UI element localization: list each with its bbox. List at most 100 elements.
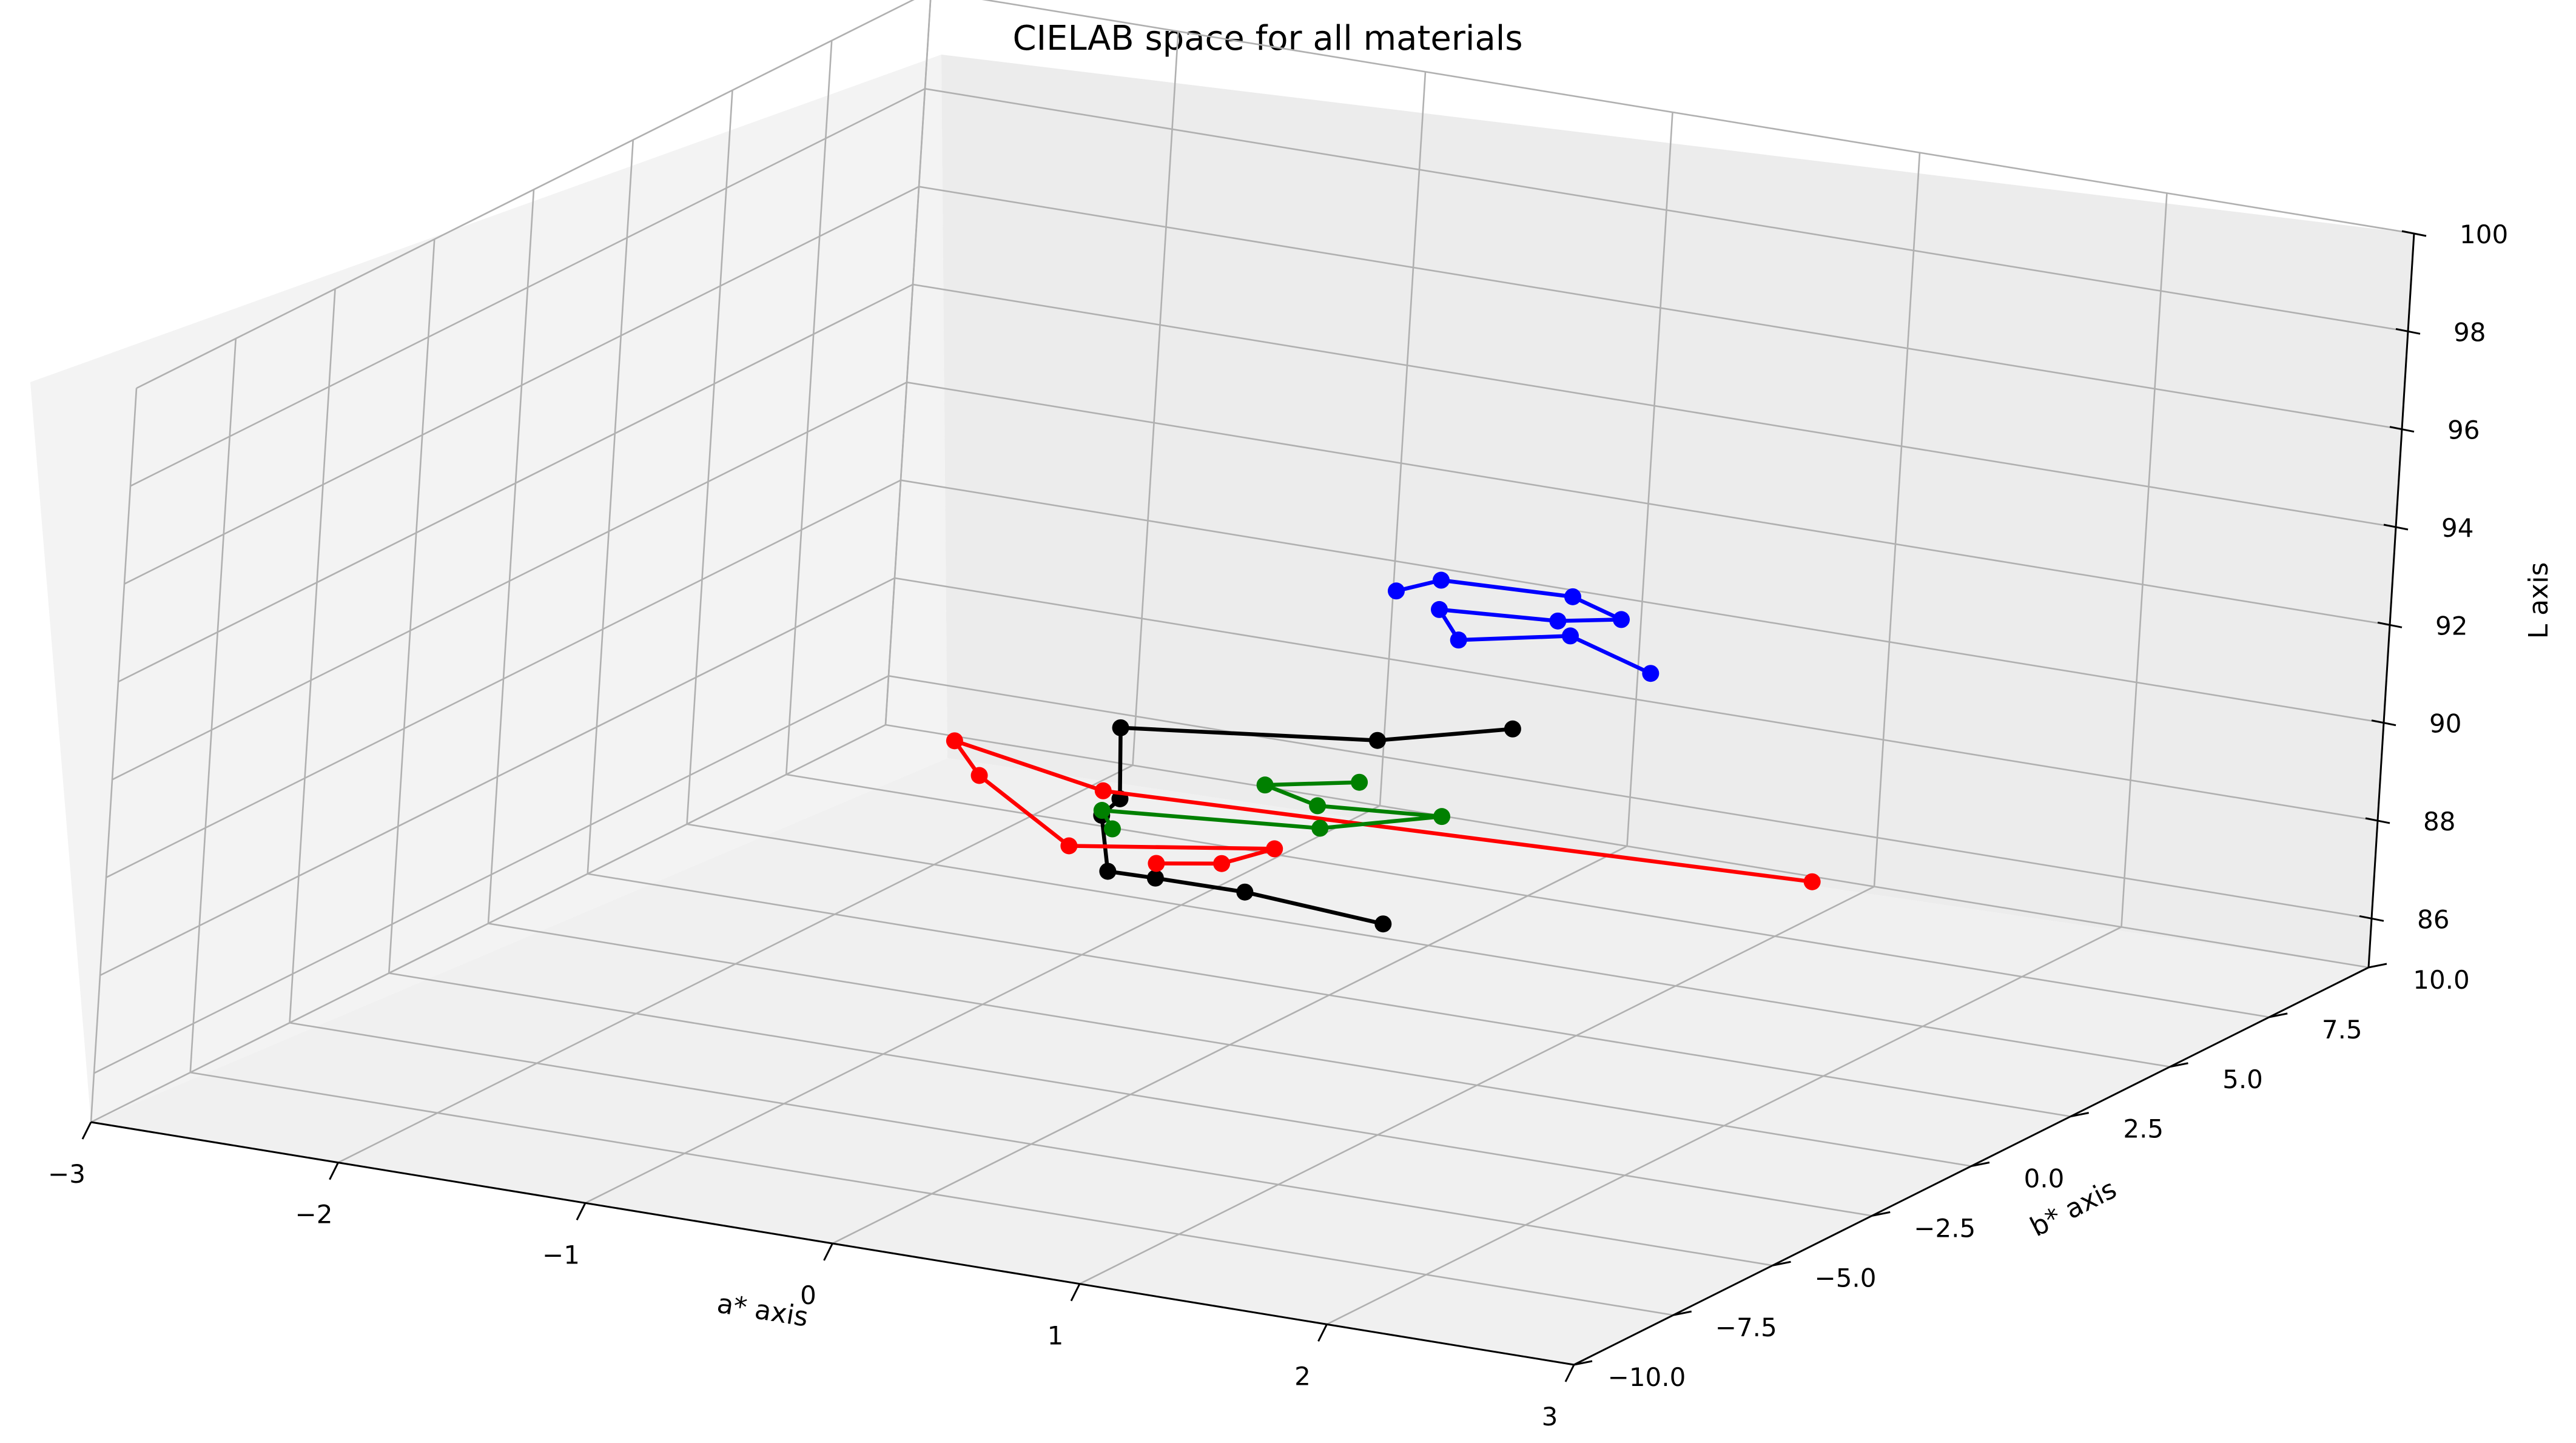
grid-line-wall-l: [136, 0, 915, 389]
z-tick: [2365, 817, 2390, 824]
data-point: [1093, 802, 1111, 819]
y-tick-label: −7.5: [1715, 1313, 1777, 1342]
data-point: [1562, 627, 1579, 645]
data-series: [946, 571, 1821, 933]
x-tick-label: 2: [1294, 1361, 1311, 1391]
data-point: [1374, 915, 1392, 933]
grid-line-wall-l: [106, 479, 901, 878]
data-point: [1433, 808, 1451, 826]
grid-line-wall-l: [99, 577, 895, 977]
y-tick-label: 7.5: [2322, 1015, 2362, 1044]
grid-line-wall-l: [900, 479, 2384, 724]
grid-line-wall-l: [894, 577, 2378, 822]
chart-title: CIELAB space for all materials: [1012, 19, 1522, 58]
data-point: [1368, 732, 1386, 749]
data-point: [1112, 719, 1129, 736]
series-2: [946, 732, 1821, 890]
series-0: [1388, 571, 1660, 682]
y-tick: [1573, 1360, 1593, 1366]
grid-line-wall-b: [487, 189, 535, 924]
x-tick-label: 3: [1542, 1402, 1558, 1431]
x-axis-label: a* axis: [715, 1288, 810, 1333]
data-point: [1099, 863, 1117, 880]
grid-line-wall-b: [587, 140, 634, 874]
grid-line-floor-b: [587, 873, 2071, 1117]
grid-line-wall-l: [130, 88, 926, 487]
data-point: [970, 767, 988, 784]
y-tick: [2070, 1112, 2090, 1118]
z-tick: [2401, 230, 2427, 237]
x-tick: [329, 1162, 339, 1180]
x-tick: [81, 1122, 92, 1140]
pane-floor: [91, 758, 2369, 1365]
grid-line-wall-b: [388, 239, 435, 974]
x-tick: [1317, 1324, 1328, 1342]
y-tick: [2170, 1062, 2188, 1068]
z-tick-label: 86: [2417, 904, 2449, 934]
z-tick-label: 90: [2429, 709, 2461, 739]
data-point: [1103, 820, 1121, 838]
pane-back-wall: [941, 55, 2414, 967]
y-tick-label: 2.5: [2123, 1114, 2164, 1144]
grid-line-wall-l: [906, 382, 2390, 626]
grid-line-floor-b: [786, 773, 2270, 1018]
grid-line-wall-l: [981, 0, 2415, 235]
data-point: [1146, 869, 1164, 887]
z-tick-label: 98: [2453, 317, 2486, 347]
grid-line-wall-a: [1379, 72, 1427, 806]
grid-line-wall-l: [912, 283, 2396, 528]
data-point: [1256, 776, 1274, 794]
x-tick-label: −1: [542, 1240, 580, 1270]
data-point: [1549, 612, 1567, 630]
data-point: [1236, 883, 1254, 901]
data-point: [1351, 773, 1368, 791]
x-tick-label: −2: [295, 1200, 333, 1229]
y-tick: [1971, 1162, 1990, 1167]
z-tick: [2395, 328, 2421, 335]
series-3: [1093, 773, 1451, 838]
data-point: [1311, 819, 1329, 837]
y-tick-label: −10.0: [1608, 1362, 1686, 1392]
grid-line-floor-b: [289, 1021, 1773, 1266]
grid-line-wall-l: [124, 186, 920, 585]
z-tick-label: 100: [2460, 220, 2508, 249]
grid-line-wall-l: [888, 675, 2372, 920]
grid-line-wall-b: [90, 388, 138, 1123]
data-point: [1094, 782, 1112, 799]
data-point: [1564, 588, 1581, 605]
grid-line-wall-l: [93, 675, 889, 1074]
data-point: [1431, 600, 1448, 618]
data-point: [1266, 840, 1283, 858]
axes: −3 −2 −1 0 1 2 3 −10.0 −7.5 −5.0 −2.5 0.0 2.5 5.0 7.5 1…: [48, 220, 2508, 1431]
grid-line-wall-a: [1626, 112, 1673, 847]
data-point: [1309, 797, 1327, 815]
x-tick: [1070, 1283, 1081, 1302]
data-point: [1613, 611, 1630, 628]
grid-line-wall-a: [1873, 152, 1921, 887]
z-tick-label: 96: [2447, 415, 2480, 445]
y-tick: [1772, 1260, 1791, 1266]
grid-line-wall-b: [189, 338, 237, 1073]
z-tick-label: 88: [2423, 807, 2455, 836]
z-tick: [2383, 523, 2409, 531]
data-point: [1060, 837, 1078, 855]
y-tick: [2268, 1012, 2288, 1018]
x-tick: [576, 1202, 587, 1221]
z-tick: [2377, 621, 2403, 628]
grid-line-wall-l: [112, 382, 907, 781]
x-tick-label: −3: [48, 1159, 86, 1189]
data-point: [1642, 665, 1660, 682]
y-tick: [2368, 963, 2387, 969]
y-tick-label: −2.5: [1914, 1213, 1976, 1243]
y-tick-label: 10.0: [2413, 965, 2470, 995]
data-point: [1213, 855, 1231, 872]
x-tick-label: 0: [800, 1280, 816, 1310]
z-tick-label: 94: [2441, 513, 2473, 543]
grid-line-floor-b: [389, 972, 1872, 1217]
grid-line-wall-b: [884, 0, 932, 725]
x-tick-label: 1: [1048, 1321, 1064, 1351]
z-axis-line: [2367, 233, 2415, 968]
y-tick-label: 0.0: [2024, 1164, 2065, 1194]
z-tick: [2389, 426, 2415, 433]
y-tick: [1673, 1310, 1692, 1316]
